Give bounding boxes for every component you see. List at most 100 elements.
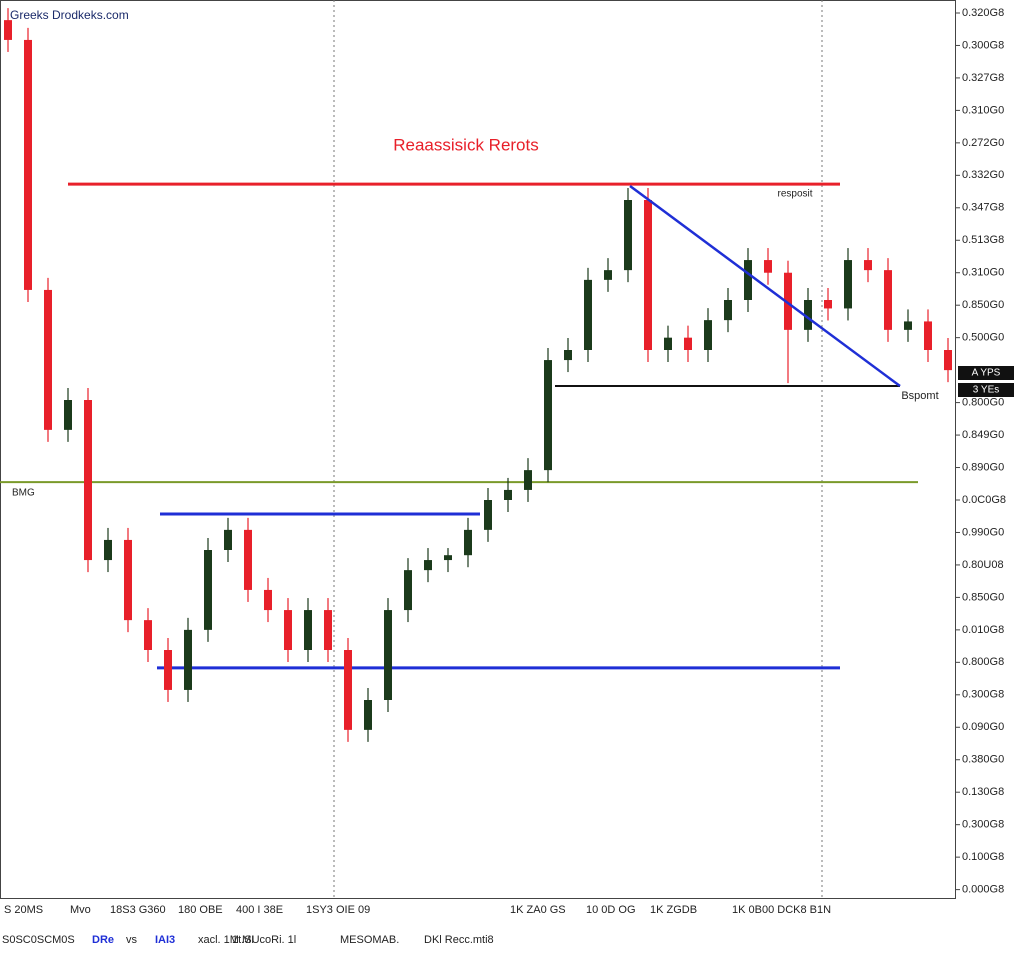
candle-body <box>904 321 912 330</box>
y-tick-label: 0.000G8 <box>962 884 1004 896</box>
candle-body <box>664 337 672 350</box>
y-tick-label: 0.500G0 <box>962 332 1004 344</box>
candle-body <box>944 350 952 371</box>
candle-body <box>64 400 72 430</box>
watermark: Greeks Drodkeks.com <box>10 8 129 22</box>
y-tick-label: 0.80U08 <box>962 559 1004 571</box>
candle-body <box>804 300 812 330</box>
y-tick-label: 0.890G0 <box>962 461 1004 473</box>
candle-body <box>464 529 472 556</box>
candle-body <box>304 610 312 650</box>
x-tick-label: 400 I 38E <box>236 904 283 916</box>
y-tick-label: 0.310G0 <box>962 267 1004 279</box>
candle-body <box>244 529 252 590</box>
chart-title: Reaassisick Rerots <box>393 135 539 154</box>
y-tick-label: 0.300G8 <box>962 689 1004 701</box>
x-tick-label: Mvo <box>70 904 91 916</box>
candle-body <box>104 539 112 561</box>
y-tick-label: 0.380G0 <box>962 754 1004 766</box>
y-tick-label: 0.272G0 <box>962 137 1004 149</box>
footer-item: DKl Recc.mti8 <box>424 934 494 946</box>
y-tick-label: 0.347G8 <box>962 202 1004 214</box>
annotation: resposit <box>777 189 812 200</box>
candle-body <box>504 489 512 500</box>
candle-body <box>164 650 172 690</box>
x-tick-label: 1SY3 OIE 09 <box>306 904 370 916</box>
footer-item: S0SC0SCM0S <box>2 934 75 946</box>
price-tag-label: A YPS <box>972 368 1001 379</box>
candle-body <box>444 555 452 561</box>
candle-body <box>824 300 832 309</box>
candle-body <box>224 529 232 550</box>
candle-body <box>884 270 892 330</box>
candle-body <box>484 500 492 530</box>
y-tick-label: 0.849G0 <box>962 429 1004 441</box>
footer-item: vs <box>126 934 138 946</box>
x-tick-label: 1K ZGDB <box>650 904 697 916</box>
candle-body <box>284 610 292 650</box>
y-tick-label: 0.130G8 <box>962 786 1004 798</box>
candle-body <box>524 470 532 490</box>
y-tick-label: 0.800G0 <box>962 397 1004 409</box>
footer-item: xacl. 1M MI <box>198 934 254 946</box>
y-tick-label: 0.010G8 <box>962 624 1004 636</box>
candle-body <box>924 321 932 350</box>
x-tick-label: 18S3 G360 <box>110 904 166 916</box>
candle-body <box>544 360 552 471</box>
candle-body <box>384 610 392 700</box>
candle-body <box>264 589 272 611</box>
candle-body <box>424 560 432 571</box>
candle-body <box>364 700 372 730</box>
x-tick-label: S 20MS <box>4 904 43 916</box>
y-tick-label: 0.327G8 <box>962 72 1004 84</box>
y-tick-label: 0.0C0G8 <box>962 494 1006 506</box>
candle-body <box>704 320 712 350</box>
candle-body <box>604 270 612 280</box>
y-tick-label: 0.300G8 <box>962 819 1004 831</box>
candle-body <box>684 337 692 350</box>
footer-item: IAI3 <box>155 934 175 946</box>
y-tick-label: 0.320G8 <box>962 7 1004 19</box>
y-tick-label: 0.850G0 <box>962 299 1004 311</box>
footer-item: 1t.SUcoRi. 1l <box>232 934 296 946</box>
candle-body <box>84 400 92 561</box>
candle-body <box>344 650 352 730</box>
y-tick-label: 0.300G8 <box>962 39 1004 51</box>
candle-body <box>864 260 872 271</box>
footer-item: DRe <box>92 934 114 946</box>
candle-body <box>624 200 632 271</box>
y-tick-label: 0.090G0 <box>962 721 1004 733</box>
candle-body <box>184 629 192 690</box>
price-tag <box>958 366 1014 380</box>
candle-body <box>204 550 212 630</box>
footer-item: MESOMAB. <box>340 934 399 946</box>
price-tag <box>958 383 1014 397</box>
candle-body <box>724 300 732 321</box>
candle-body <box>764 260 772 273</box>
y-tick-label: 0.800G8 <box>962 656 1004 668</box>
candle-body <box>564 350 572 361</box>
candle-body <box>24 39 32 290</box>
x-tick-label: 1K ZA0 GS <box>510 904 566 916</box>
y-tick-label: 0.310G0 <box>962 104 1004 116</box>
candle-body <box>404 570 412 611</box>
y-tick-label: 0.850G0 <box>962 591 1004 603</box>
price-tag-label: 3 YEs <box>973 385 1000 396</box>
plot-frame <box>0 0 956 899</box>
candle-body <box>584 279 592 350</box>
x-tick-label: 1K 0B00 DCK8 B1N <box>732 904 831 916</box>
candle-body <box>744 260 752 300</box>
annotation: BMG <box>12 488 35 499</box>
y-tick-label: 0.332G0 <box>962 169 1004 181</box>
x-tick-label: 10 0D OG <box>586 904 636 916</box>
candle-body <box>324 610 332 650</box>
x-tick-label: 180 OBE <box>178 904 223 916</box>
annotation: Bspomt <box>901 390 938 402</box>
candle-body <box>4 20 12 40</box>
y-tick-label: 0.100G8 <box>962 851 1004 863</box>
candle-body <box>784 272 792 330</box>
y-tick-label: 0.513G8 <box>962 234 1004 246</box>
candle-body <box>124 539 132 621</box>
